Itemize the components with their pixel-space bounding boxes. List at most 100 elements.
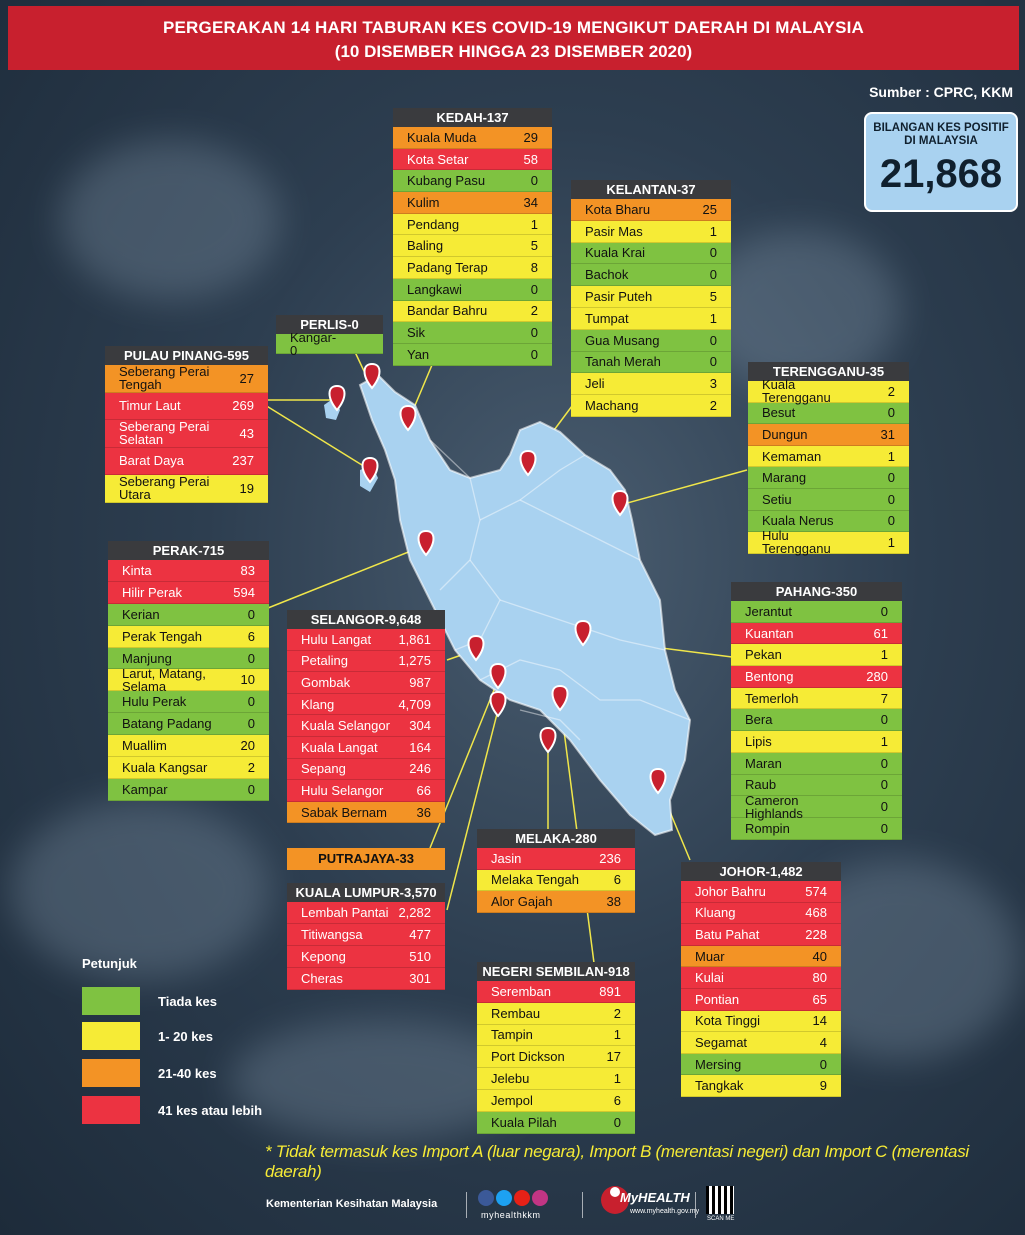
district-cases: 6	[613, 1092, 621, 1108]
district-row: Kulim 34	[393, 192, 552, 214]
twitter-icon[interactable]	[496, 1190, 512, 1206]
district-name: Cameron Highlands	[745, 792, 803, 821]
source-label: Sumber : CPRC, KKM	[869, 84, 1013, 100]
district-row: Tampin 1	[477, 1024, 635, 1047]
panel-perak: PERAK-715 Kinta 83 Hilir Perak 594 Kerian 0 Per…	[108, 541, 269, 801]
district-name: Hilir Perak	[122, 584, 182, 600]
district-name: Muar	[695, 948, 725, 964]
district-cases: 29	[523, 129, 538, 145]
social-icons	[478, 1190, 548, 1206]
panel-header: PAHANG-350	[731, 582, 902, 601]
district-cases: 1	[887, 534, 895, 550]
myhealth-logo-icon	[601, 1186, 629, 1214]
district-cases: 5	[530, 238, 538, 254]
district-cases: 65	[812, 991, 827, 1007]
district-row: Bandar Bahru 2	[393, 300, 552, 323]
district-cases: 0	[247, 781, 255, 797]
district-row: Hulu Perak 0	[108, 691, 269, 714]
district-row: Machang 2	[571, 395, 731, 417]
district-cases: 301	[409, 971, 431, 986]
district-name: Johor Bahru	[695, 883, 766, 899]
district-name: Jeli	[585, 376, 605, 392]
district-name: Sepang	[301, 761, 346, 777]
district-cases: 477	[409, 927, 431, 942]
district-name: Jasin	[491, 850, 522, 866]
district-name: Setiu	[762, 491, 792, 507]
panel-kelantan: KELANTAN-37 Kota Bharu 25 Pasir Mas 1 Kuala K…	[571, 180, 731, 417]
district-cases: 0	[880, 799, 888, 815]
district-cases: 17	[606, 1049, 621, 1065]
district-row: Yan 0	[393, 343, 552, 366]
district-name: Mersing	[695, 1056, 742, 1072]
district-cases: 0	[880, 820, 888, 836]
district-row: Hulu Langat 1,861	[287, 629, 445, 651]
district-row: Pontian 65	[681, 988, 841, 1011]
district-row: Segamat 4	[681, 1032, 841, 1054]
district-name: Hulu Terengganu	[762, 528, 831, 557]
district-row: Pekan 1	[731, 644, 902, 667]
qr-code-icon[interactable]	[706, 1186, 734, 1214]
district-name: Sabak Bernam	[301, 804, 387, 820]
myhealth-logo: MyHEALTH	[620, 1190, 690, 1205]
footer-divider	[582, 1192, 583, 1218]
district-row: Maran 0	[731, 752, 902, 775]
panel-header: KEDAH-137	[393, 108, 552, 127]
district-row: Manjung 0	[108, 647, 269, 670]
district-row: Kluang 468	[681, 902, 841, 925]
district-cases: 280	[866, 668, 888, 684]
district-cases: 1	[613, 1027, 621, 1043]
district-name: Batang Padang	[122, 716, 212, 732]
district-name: Rembau	[491, 1005, 541, 1021]
instagram-icon[interactable]	[532, 1190, 548, 1206]
district-cases: 246	[409, 761, 431, 777]
district-row: Kuala Krai 0	[571, 242, 731, 265]
district-row: Bachok 0	[571, 264, 731, 287]
district-cases: 0	[709, 245, 717, 261]
district-row: Petaling 1,275	[287, 650, 445, 673]
district-row: Dungun 31	[748, 424, 909, 446]
district-row: Sabak Bernam 36	[287, 801, 445, 824]
district-cases: 0	[887, 491, 895, 507]
district-name: Bachok	[585, 267, 629, 283]
panel-header: KELANTAN-37	[571, 180, 731, 199]
district-cases: 27	[239, 370, 254, 386]
district-name: Kuantan	[745, 625, 794, 641]
panel-melaka: MELAKA-280 Jasin 236 Melaka Tengah 6 Alor Gaj…	[477, 829, 635, 913]
footer-divider	[695, 1192, 696, 1218]
district-cases: 0	[247, 606, 255, 622]
district-row: Jeli 3	[571, 373, 731, 396]
district-cases: 0	[530, 346, 538, 362]
district-row: Kerian 0	[108, 603, 269, 626]
district-name: Pontian	[695, 991, 740, 1007]
district-cases: 6	[613, 872, 621, 888]
district-name: Manjung	[122, 650, 172, 666]
district-name: Timur Laut	[119, 398, 181, 414]
district-row: Tumpat 1	[571, 307, 731, 330]
district-cases: 0	[709, 332, 717, 348]
district-cases: 14	[812, 1013, 827, 1029]
qr-label: SCAN ME	[707, 1216, 735, 1222]
district-row: Sepang 246	[287, 758, 445, 781]
district-cases: 1	[880, 647, 888, 663]
youtube-icon[interactable]	[514, 1190, 530, 1206]
district-cases: 10	[240, 672, 255, 688]
district-cases: 0	[247, 650, 255, 666]
district-row: Pasir Puteh 5	[571, 286, 731, 308]
district-cases: 0	[530, 173, 538, 189]
legend-item-medium: 21-40 kes	[82, 1059, 217, 1087]
district-row: Perak Tengah 6	[108, 625, 269, 648]
footnote: * Tidak termasuk kes Import A (luar nega…	[265, 1142, 969, 1181]
footer-org: Kementerian Kesihatan Malaysia	[266, 1198, 438, 1210]
district-row: Sik 0	[393, 322, 552, 344]
district-cases: 594	[233, 584, 255, 600]
district-name: Seremban	[491, 983, 551, 999]
district-row: Seremban 891	[477, 981, 635, 1003]
district-cases: 25	[702, 201, 717, 217]
district-row: Jerantut 0	[731, 601, 902, 623]
district-row: Kuala Selangor 304	[287, 715, 445, 737]
district-cases: 83	[240, 562, 255, 578]
facebook-icon[interactable]	[478, 1190, 494, 1206]
district-cases: 0	[709, 354, 717, 370]
district-name: Marang	[762, 470, 807, 486]
district-cases: 574	[805, 883, 827, 899]
